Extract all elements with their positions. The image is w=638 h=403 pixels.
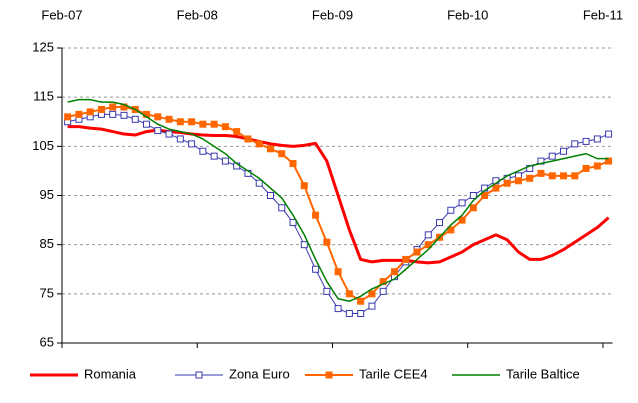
point-marker: [560, 172, 568, 180]
point-marker: [131, 115, 139, 123]
y-tick-label: 95: [40, 187, 54, 202]
y-tick-label: 125: [32, 39, 54, 54]
point-marker: [514, 177, 522, 185]
point-marker: [582, 137, 590, 145]
point-marker: [165, 130, 173, 138]
point-marker: [97, 105, 105, 113]
point-marker: [75, 110, 83, 118]
point-marker: [289, 160, 297, 168]
x-tick-label: Feb-11: [583, 7, 623, 22]
point-marker: [199, 147, 207, 155]
point-marker: [560, 147, 568, 155]
point-marker: [548, 172, 556, 180]
point-marker: [244, 135, 252, 143]
point-marker: [278, 150, 286, 158]
point-marker: [402, 255, 410, 263]
point-marker: [278, 204, 286, 212]
point-marker: [176, 118, 184, 126]
series-line: [67, 98, 609, 302]
point-marker: [503, 179, 511, 187]
y-tick-label: 65: [40, 334, 54, 349]
point-marker: [458, 216, 466, 224]
point-marker: [300, 182, 308, 190]
point-marker: [593, 135, 601, 143]
point-marker: [469, 192, 477, 199]
y-tick-label: 85: [40, 236, 54, 251]
legend-marker: [325, 371, 333, 379]
point-marker: [413, 248, 421, 256]
point-marker: [266, 145, 274, 153]
y-tick-label: 115: [33, 89, 54, 104]
series-line: [67, 125, 610, 265]
point-marker: [436, 219, 444, 227]
point-marker: [312, 265, 320, 273]
point-marker: [323, 287, 331, 295]
point-marker: [255, 179, 263, 187]
point-marker: [199, 120, 207, 128]
point-marker: [571, 140, 579, 148]
point-marker: [345, 310, 353, 317]
x-tick-label: Feb-08: [177, 7, 218, 22]
point-marker: [548, 152, 556, 160]
x-tick-label: Feb-09: [312, 7, 353, 22]
point-marker: [357, 297, 365, 305]
point-marker: [188, 118, 196, 126]
legend-label: Tarile Baltice: [506, 366, 580, 381]
point-marker: [323, 238, 331, 246]
point-marker: [447, 206, 455, 214]
point-marker: [221, 157, 229, 165]
point-marker: [593, 162, 601, 170]
point-marker: [210, 120, 218, 128]
point-marker: [481, 192, 489, 199]
legend-label: Tarile CEE4: [359, 366, 428, 381]
point-marker: [300, 241, 308, 249]
x-tick-label: Feb-10: [447, 7, 488, 22]
point-marker: [605, 130, 613, 138]
point-marker: [233, 128, 241, 136]
point-marker: [368, 290, 376, 298]
point-marker: [109, 110, 117, 118]
series-line: [67, 113, 609, 314]
point-marker: [424, 231, 432, 239]
point-marker: [345, 290, 353, 298]
point-marker: [334, 268, 342, 276]
legend-label: Romania: [84, 366, 137, 381]
point-marker: [109, 103, 117, 111]
point-marker: [210, 152, 218, 160]
point-marker: [255, 140, 263, 148]
x-tick-label: Feb-07: [41, 7, 82, 22]
point-marker: [289, 219, 297, 227]
point-marker: [492, 184, 500, 192]
point-marker: [86, 108, 94, 116]
point-marker: [458, 199, 466, 207]
legend-label: Zona Euro: [229, 366, 290, 381]
point-marker: [526, 174, 534, 182]
point-marker: [154, 127, 162, 135]
point-marker: [176, 135, 184, 143]
point-marker: [571, 172, 579, 180]
point-marker: [368, 302, 376, 310]
point-marker: [165, 115, 173, 123]
point-marker: [379, 287, 387, 295]
point-marker: [188, 140, 196, 148]
point-marker: [334, 305, 342, 313]
point-marker: [447, 226, 455, 234]
point-marker: [582, 164, 590, 172]
point-marker: [390, 268, 398, 276]
y-tick-label: 105: [32, 138, 54, 153]
legend-marker: [195, 371, 203, 379]
point-marker: [357, 310, 365, 317]
point-marker: [469, 204, 477, 212]
point-marker: [424, 241, 432, 249]
point-marker: [221, 123, 229, 131]
point-marker: [312, 211, 320, 219]
point-marker: [143, 120, 151, 128]
y-tick-label: 75: [40, 285, 54, 300]
point-marker: [266, 192, 274, 199]
point-marker: [120, 111, 128, 119]
point-marker: [537, 169, 545, 177]
point-marker: [154, 113, 162, 121]
point-marker: [64, 113, 72, 121]
